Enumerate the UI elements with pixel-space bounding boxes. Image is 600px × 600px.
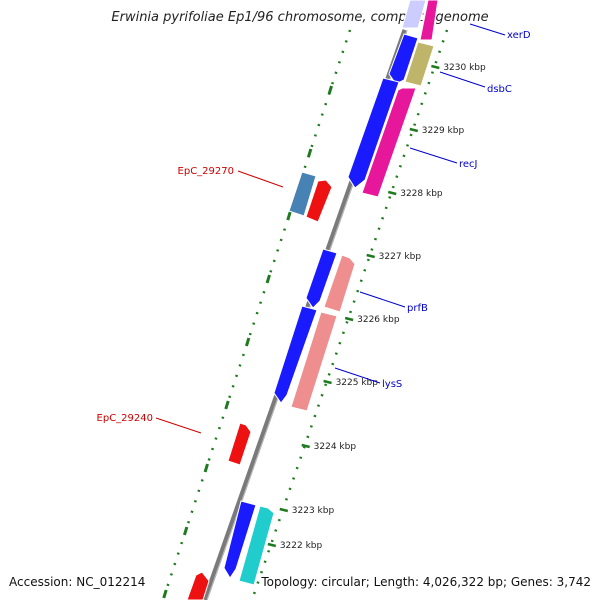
outer-track-dash: [307, 148, 313, 158]
outer-track-dash: [265, 274, 271, 284]
kbp-tick-label: 3226 kbp: [357, 315, 400, 325]
feature-lavender-top: [401, 0, 427, 29]
dsbC-connector: [439, 71, 486, 88]
kbp-tick-label: 3223 kbp: [292, 506, 335, 516]
outer-track-dash: [286, 211, 292, 221]
xerD-connector: [469, 23, 506, 36]
recJ-connector: [409, 147, 458, 164]
map-title: Erwinia pyrifoliae Ep1/96 chromosome, co…: [111, 10, 489, 25]
outer-track-dash: [224, 400, 230, 410]
kbp-ticks: 3222 kbp 3223 kbp 3224 kbp 3225 kbp 3226 kbp…: [267, 63, 486, 551]
kbp-tick-label: 3224 kbp: [314, 442, 357, 452]
feature-xerD: [419, 0, 439, 41]
feature-blue-1: [388, 33, 419, 85]
inner-dot-track: [250, 29, 449, 600]
features: [186, 0, 439, 600]
kbp-tick: [279, 507, 289, 513]
feature-dsbC: [404, 41, 435, 87]
gene-label-recJ: recJ: [459, 159, 478, 170]
gene-label-EpC_29270: EpC_29270: [178, 166, 234, 177]
feature-prfB: [323, 254, 356, 313]
kbp-tick: [323, 379, 332, 385]
feature-recJ: [361, 87, 417, 198]
EpC_29270-connector: [237, 170, 284, 188]
kbp-tick-label: 3227 kbp: [379, 252, 422, 262]
kbp-tick: [344, 316, 354, 322]
feature-blue-5: [223, 500, 257, 579]
kbp-tick: [301, 443, 310, 449]
kbp-tick-label: 3222 kbp: [280, 541, 323, 551]
gene-label-connectors: [155, 23, 506, 434]
gene-label-lysS: lysS: [382, 379, 402, 390]
genome-info-text: Topology: circular; Length: 4,026,322 bp…: [261, 575, 591, 589]
outer-dashes: [162, 85, 333, 599]
outer-track-dash: [327, 85, 333, 95]
outer-track-dash: [245, 337, 251, 347]
outer-track-dash: [203, 463, 209, 473]
prfB-connector: [359, 291, 406, 308]
outer-track-dash: [183, 526, 189, 536]
kbp-tick: [267, 542, 277, 548]
outer-dot-track: [161, 29, 352, 600]
EpC_29240-connector: [155, 417, 202, 434]
lysS-connector: [334, 367, 381, 384]
feature-blue-2: [347, 77, 400, 189]
feature-EpC_29270: [288, 171, 317, 217]
feature-lysS: [290, 311, 338, 412]
outer-track-dash: [162, 589, 168, 599]
kbp-tick-label: 3230 kbp: [443, 63, 486, 73]
kbp-tick: [431, 64, 440, 70]
kbp-tick: [409, 127, 419, 133]
gene-label-dsbC: dsbC: [487, 84, 512, 95]
kbp-tick-label: 3228 kbp: [400, 189, 443, 199]
gene-labels: xerD dsbC recJ prfB lysS EpC_29270 EpC_2…: [97, 30, 531, 424]
kbp-tick-label: 3225 kbp: [336, 378, 379, 388]
feature-blue-3: [305, 248, 338, 309]
accession-text: Accession: NC_012214: [9, 575, 146, 589]
kbp-tick-label: 3229 kbp: [422, 126, 465, 136]
kbp-tick: [366, 253, 375, 259]
feature-cyan: [238, 505, 275, 586]
gene-label-prfB: prfB: [407, 303, 428, 314]
feature-red-bottom: [186, 571, 210, 600]
feature-blue-4: [273, 305, 318, 404]
gene-label-xerD: xerD: [507, 30, 531, 41]
gene-label-EpC_29240: EpC_29240: [97, 413, 153, 424]
feature-red-1: [305, 179, 333, 223]
feature-EpC_29240: [227, 422, 252, 466]
kbp-tick: [387, 190, 397, 196]
